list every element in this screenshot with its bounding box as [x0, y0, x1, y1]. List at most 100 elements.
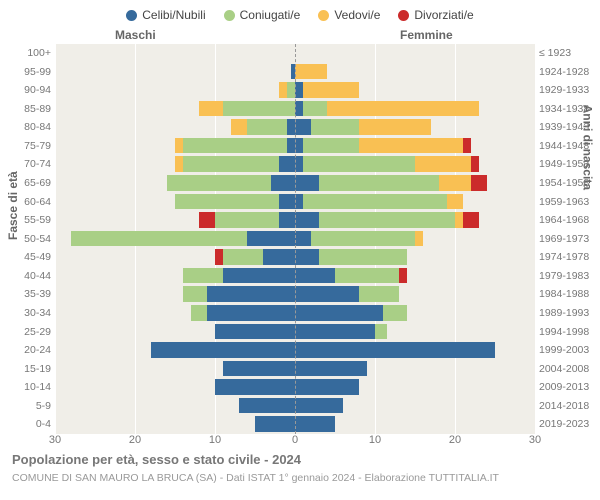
bar-segment-male — [239, 398, 295, 414]
bar-segment-female — [295, 119, 311, 135]
legend-item: Coniugati/e — [224, 8, 301, 22]
age-label: 55-59 — [24, 211, 51, 230]
legend: Celibi/Nubili Coniugati/e Vedovi/e Divorzia… — [0, 8, 600, 22]
bar-segment-male — [271, 175, 295, 191]
bar-segment-female — [311, 119, 359, 135]
bar-segment-female — [295, 361, 367, 377]
age-label: 25-29 — [24, 323, 51, 342]
birthyear-label: 1929-1933 — [539, 81, 589, 100]
age-label: 100+ — [27, 44, 51, 63]
bar-segment-male — [279, 212, 295, 228]
birthyear-label: 1954-1958 — [539, 174, 589, 193]
bar-segment-male — [215, 324, 295, 340]
bar-segment-male — [175, 156, 183, 172]
bar-segment-female — [295, 416, 335, 432]
bar-segment-male — [279, 82, 287, 98]
legend-label: Divorziati/e — [414, 8, 473, 22]
chart-subtitle: COMUNE DI SAN MAURO LA BRUCA (SA) - Dati… — [12, 472, 499, 484]
bar-segment-female — [359, 286, 399, 302]
age-label: 90-94 — [24, 81, 51, 100]
bar-segment-male — [207, 305, 295, 321]
age-label: 0-4 — [36, 415, 51, 434]
bar-segment-male — [175, 138, 183, 154]
legend-label: Vedovi/e — [334, 8, 380, 22]
bar-segment-female — [295, 175, 319, 191]
label-male: Maschi — [115, 28, 156, 42]
birthyear-label: 1974-1978 — [539, 248, 589, 267]
legend-item: Celibi/Nubili — [126, 8, 205, 22]
bar-segment-female — [335, 268, 399, 284]
age-label: 45-49 — [24, 248, 51, 267]
bar-segment-male — [287, 138, 295, 154]
age-label: 40-44 — [24, 267, 51, 286]
bar-segment-female — [471, 175, 487, 191]
bar-segment-male — [215, 249, 223, 265]
birthyear-label: 1939-1943 — [539, 118, 589, 137]
birthyear-label: 1924-1928 — [539, 63, 589, 82]
age-label: 20-24 — [24, 341, 51, 360]
bar-segment-female — [455, 212, 463, 228]
bar-segment-male — [191, 305, 207, 321]
birthyear-label: 1984-1988 — [539, 285, 589, 304]
plot-area: 100+≤ 192395-991924-192890-941929-193385… — [55, 44, 535, 434]
age-label: 50-54 — [24, 230, 51, 249]
bar-segment-male — [279, 156, 295, 172]
bar-segment-female — [447, 194, 463, 210]
age-label: 95-99 — [24, 63, 51, 82]
bar-segment-male — [151, 342, 295, 358]
age-label: 80-84 — [24, 118, 51, 137]
bar-segment-male — [263, 249, 295, 265]
bar-segment-male — [223, 101, 295, 117]
age-label: 35-39 — [24, 285, 51, 304]
birthyear-label: 1969-1973 — [539, 230, 589, 249]
age-label: 15-19 — [24, 360, 51, 379]
bar-segment-male — [279, 194, 295, 210]
birthyear-label: 1934-1938 — [539, 100, 589, 119]
legend-dot — [398, 10, 409, 21]
birthyear-label: 1989-1993 — [539, 304, 589, 323]
bar-segment-male — [199, 212, 215, 228]
age-label: 10-14 — [24, 378, 51, 397]
bar-segment-female — [415, 156, 471, 172]
bar-segment-female — [303, 156, 415, 172]
birthyear-label: 1949-1953 — [539, 155, 589, 174]
bar-segment-female — [359, 119, 431, 135]
birthyear-label: 2004-2008 — [539, 360, 589, 379]
bar-segment-female — [303, 82, 359, 98]
bar-segment-female — [439, 175, 471, 191]
bar-segment-female — [383, 305, 407, 321]
bar-segment-male — [215, 379, 295, 395]
bar-segment-male — [207, 286, 295, 302]
gridline — [535, 44, 536, 434]
bar-segment-female — [311, 231, 415, 247]
bar-segment-male — [223, 249, 263, 265]
bar-segment-female — [415, 231, 423, 247]
bar-segment-female — [303, 101, 327, 117]
bar-segment-male — [223, 268, 295, 284]
bar-segment-male — [183, 138, 287, 154]
bar-segment-male — [183, 156, 279, 172]
bar-segment-female — [295, 379, 359, 395]
x-tick: 10 — [369, 434, 381, 446]
bar-segment-female — [319, 175, 439, 191]
bar-segment-female — [303, 138, 359, 154]
x-tick: 0 — [292, 434, 298, 446]
x-tick: 20 — [129, 434, 141, 446]
age-label: 65-69 — [24, 174, 51, 193]
age-label: 70-74 — [24, 155, 51, 174]
bar-segment-female — [295, 138, 303, 154]
bar-segment-female — [319, 212, 455, 228]
bar-segment-male — [183, 286, 207, 302]
x-axis: 3020100102030 — [55, 434, 535, 450]
bar-segment-male — [183, 268, 223, 284]
birthyear-label: 1994-1998 — [539, 323, 589, 342]
bar-segment-female — [327, 101, 479, 117]
x-tick: 30 — [49, 434, 61, 446]
bar-segment-female — [295, 249, 319, 265]
bar-segment-male — [247, 231, 295, 247]
bar-segment-female — [319, 249, 407, 265]
bar-segment-female — [295, 342, 495, 358]
bar-segment-male — [223, 361, 295, 377]
bar-segment-female — [295, 268, 335, 284]
bar-segment-female — [295, 194, 303, 210]
